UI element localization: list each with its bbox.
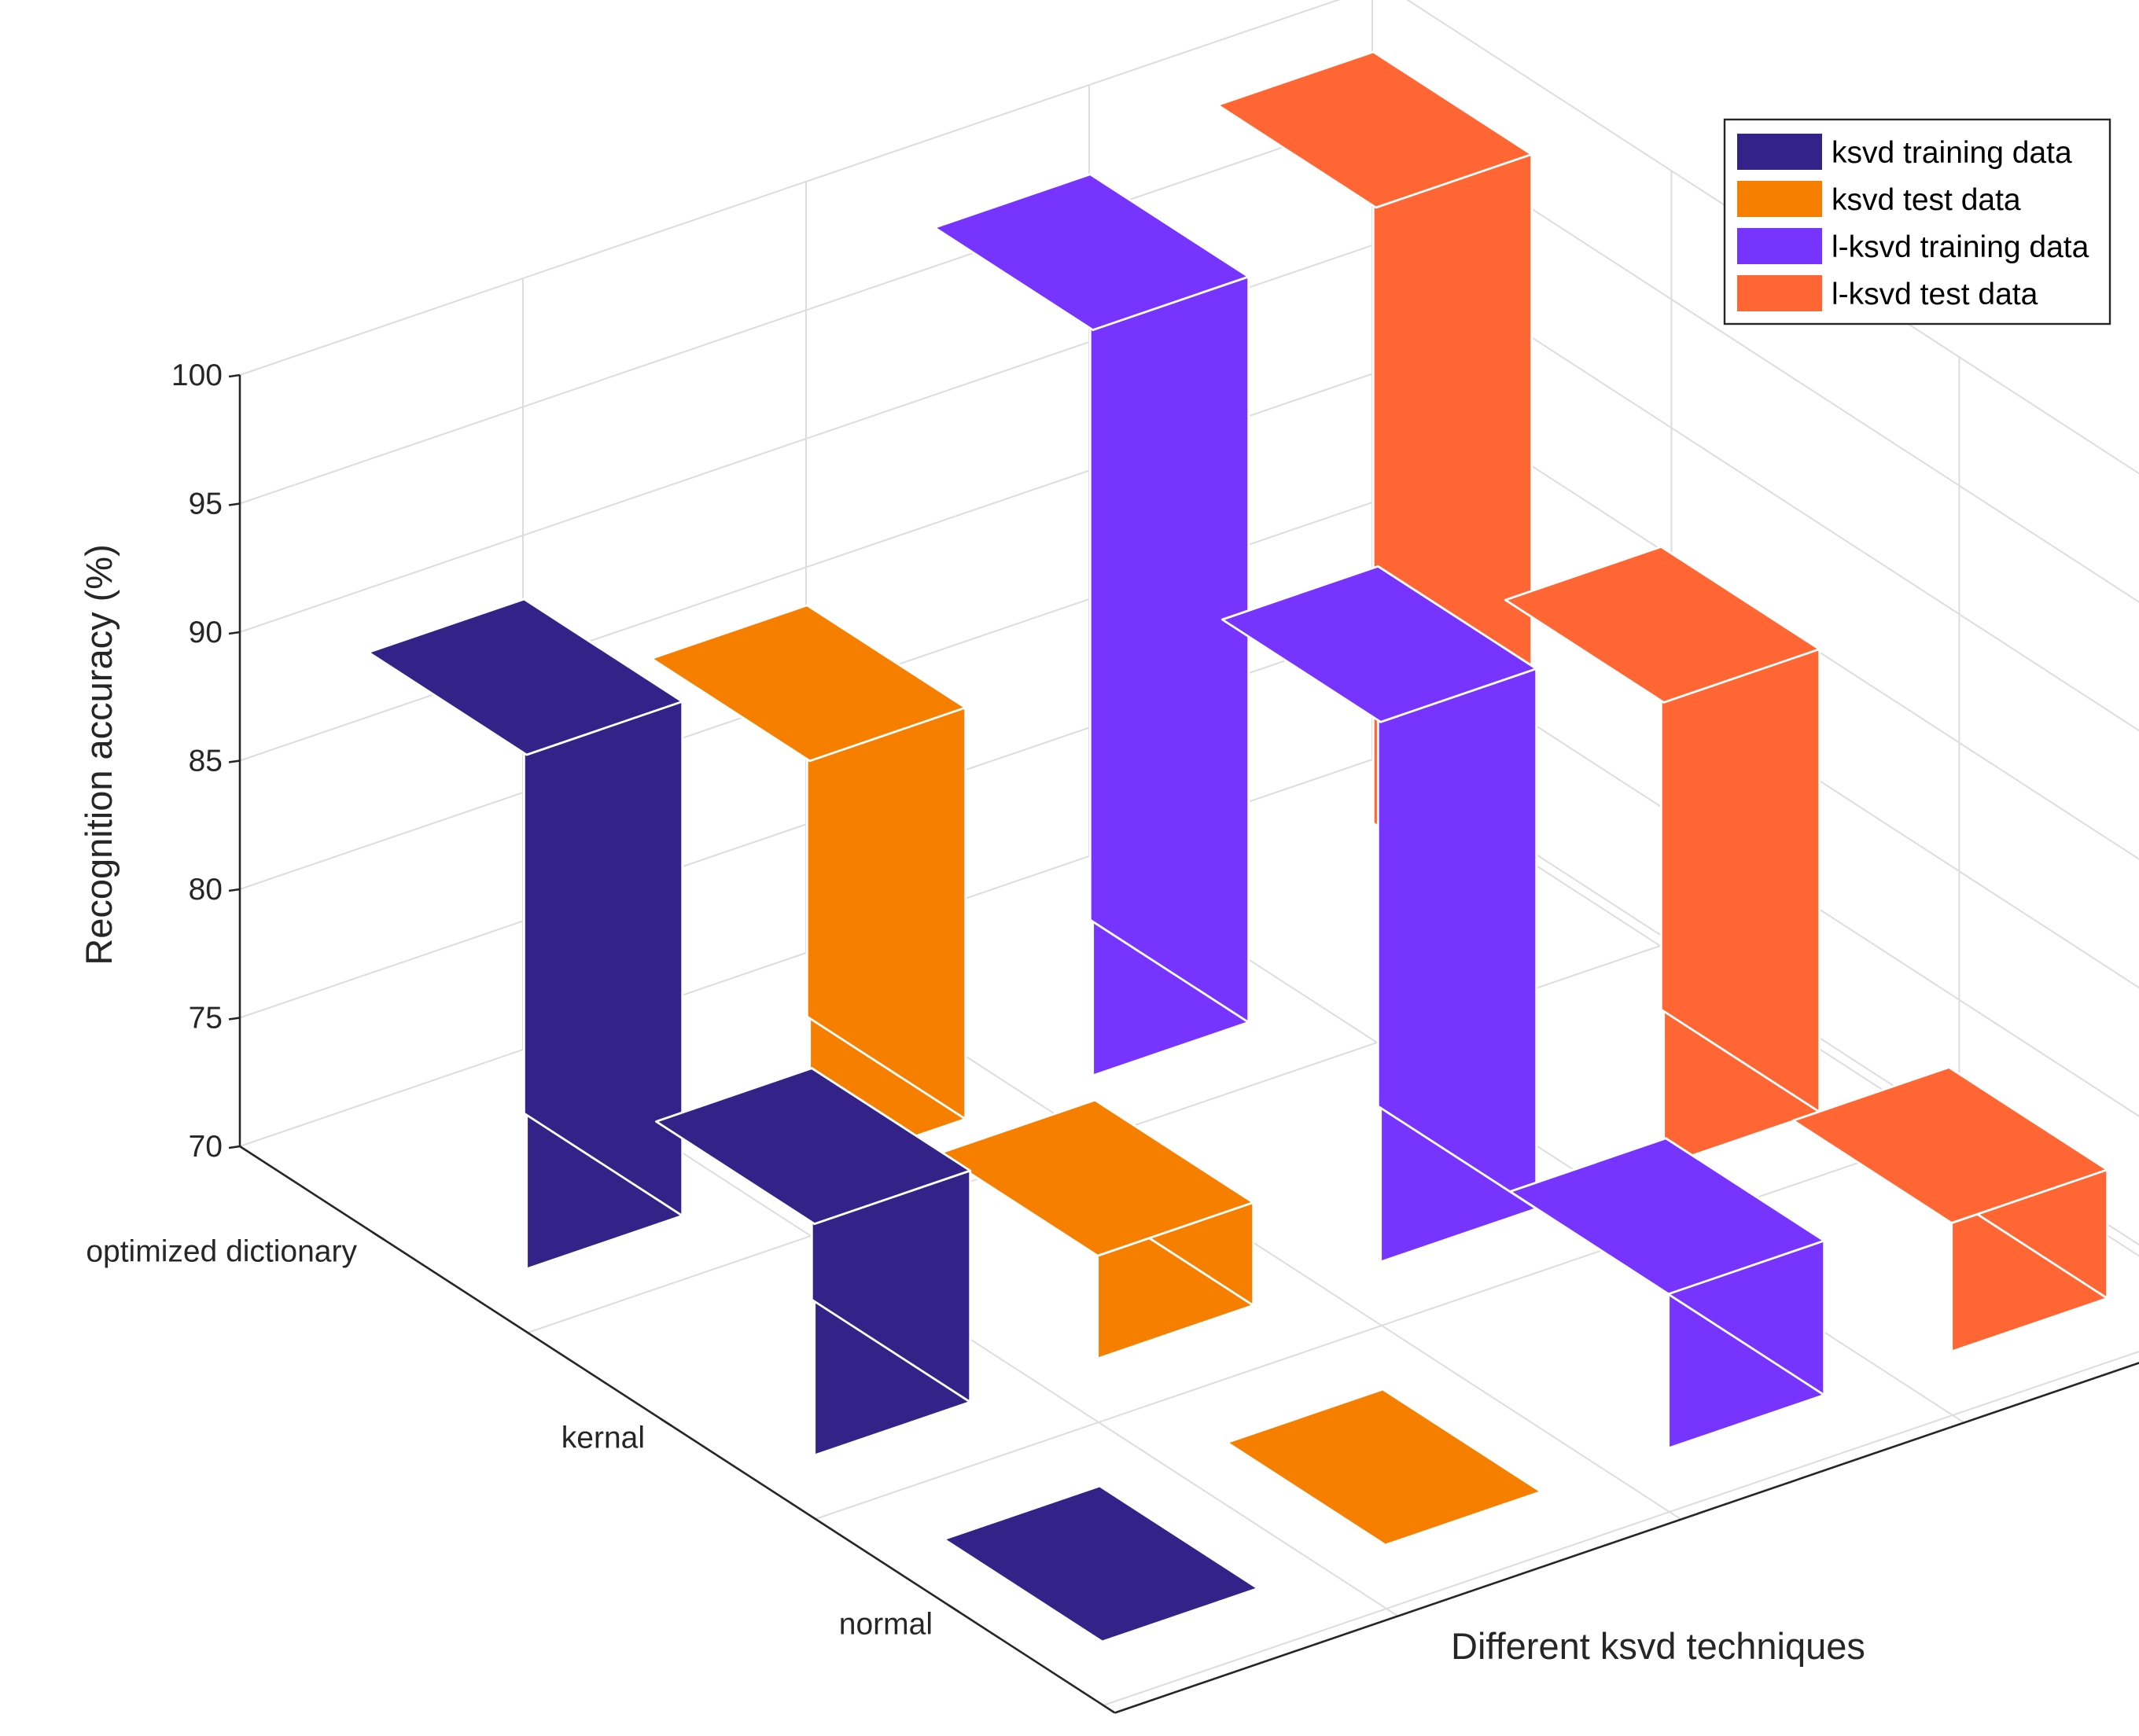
y-axis-title: Recognition accuracy (%)	[78, 544, 120, 965]
bar-top-face	[937, 1098, 1255, 1257]
gridline-100	[239, 0, 2139, 475]
bar-ksvd-test-data-optimized-dictionary	[650, 604, 967, 1174]
z-tick-label: 100	[171, 359, 223, 392]
bar-top-face	[1508, 1137, 1826, 1296]
z-tick-mark	[228, 502, 241, 506]
z-tick-label: 70	[189, 1130, 223, 1164]
legend-swatch	[1737, 275, 1822, 311]
legend-label: l-ksvd training data	[1832, 230, 2089, 264]
bar-top-face	[933, 173, 1250, 332]
x-axis-title: Different ksvd techniques	[1451, 1625, 1865, 1667]
legend-swatch	[1737, 181, 1822, 217]
bar-l-ksvd-training-data-kernal	[1220, 565, 1538, 1263]
bar-ksvd-test-data-normal	[1225, 1388, 1543, 1547]
bar-ksvd-training-data-optimized-dictionary	[366, 598, 684, 1271]
z-tick-label: 95	[189, 487, 223, 521]
bar-l-ksvd-training-data-normal	[1508, 1137, 1826, 1450]
z-tick-mark	[228, 1017, 241, 1021]
chart-bars	[366, 50, 2109, 1643]
category-tick-label: optimized dictionary	[86, 1235, 357, 1269]
chart-axes: 70 75 80 85 90 95 100 optimized dictionary kerna…	[86, 359, 2139, 1714]
bar-top-face	[942, 1484, 1260, 1643]
bar-ksvd-test-data-kernal	[937, 1098, 1255, 1360]
category-tick-mark	[660, 1418, 672, 1427]
z-tick-mark	[228, 1145, 241, 1149]
category-tick-label: kernal	[561, 1422, 645, 1455]
series-axis-line	[1114, 1362, 2139, 1714]
category-tick-mark	[372, 1231, 385, 1241]
bar-top-face	[1220, 565, 1538, 723]
bar-ksvd-training-data-kernal	[655, 1067, 972, 1457]
bar-top-face	[655, 1067, 972, 1226]
z-tick-label: 80	[189, 873, 223, 907]
z-tick-mark	[228, 888, 241, 892]
legend-swatch	[1737, 228, 1822, 264]
category-axis-line	[239, 1145, 1116, 1714]
legend: ksvd training data ksvd test data l-ksvd t…	[1723, 118, 2111, 326]
z-tick-label: 85	[189, 745, 223, 778]
gridline-floor	[1103, 1350, 2139, 1706]
bar-ksvd-training-data-normal	[942, 1484, 1260, 1643]
bar-top-face	[366, 598, 684, 756]
category-tick-label: normal	[839, 1608, 933, 1642]
category-tick-mark	[948, 1604, 960, 1613]
legend-swatch	[1737, 134, 1822, 170]
z-tick-label: 90	[189, 616, 223, 649]
z-tick-label: 75	[189, 1002, 223, 1035]
bar-top-face	[1504, 546, 1821, 704]
bar-top-face	[650, 604, 967, 763]
bar-l-ksvd-test-data-normal	[1791, 1066, 2109, 1353]
legend-label: ksvd test data	[1832, 183, 2021, 217]
bar-top-face	[1791, 1066, 2109, 1224]
bar-l-ksvd-training-data-optimized-dictionary	[933, 173, 1250, 1077]
z-tick-mark	[228, 760, 241, 763]
bar-top-face	[1225, 1388, 1543, 1547]
legend-label: l-ksvd test data	[1832, 278, 2038, 311]
bar-top-face	[1216, 50, 1533, 209]
z-tick-mark	[228, 631, 241, 635]
legend-label: ksvd training data	[1832, 136, 2072, 170]
z-tick-mark	[228, 373, 241, 378]
chart-labels: Different ksvd techniques Recognition ac…	[78, 544, 1865, 1667]
bar-l-ksvd-test-data-kernal	[1504, 546, 1821, 1167]
